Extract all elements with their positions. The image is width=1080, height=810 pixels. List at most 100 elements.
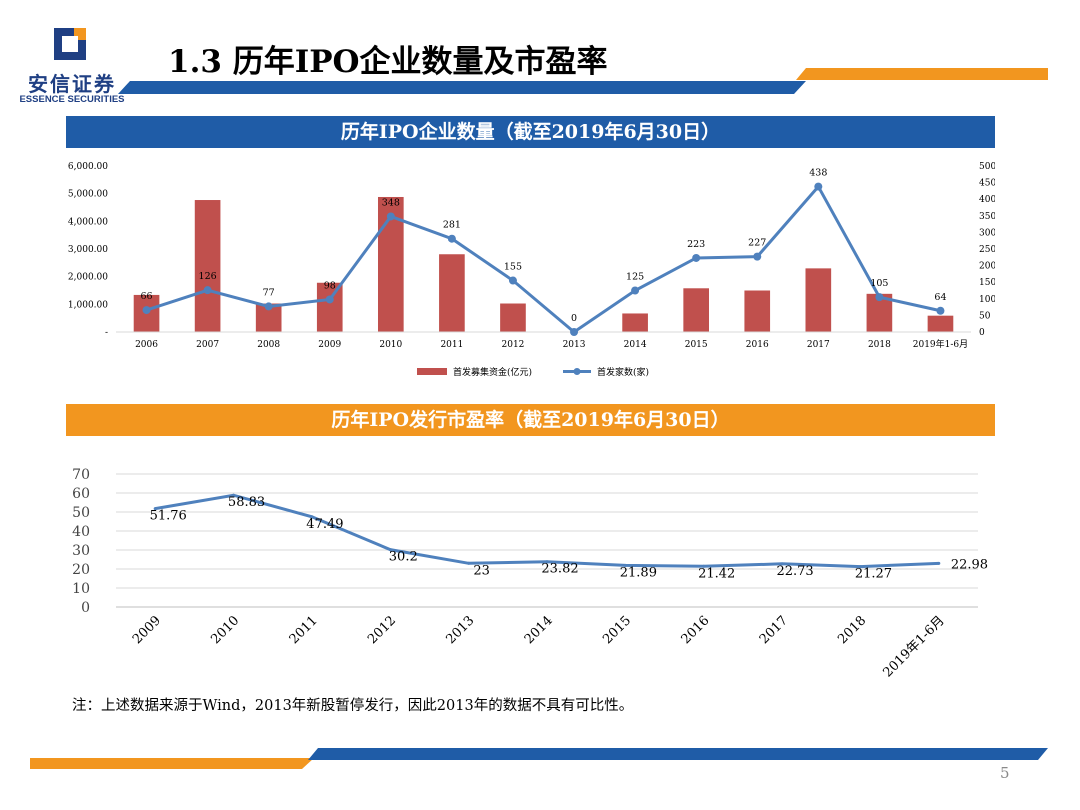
pe-ratio-point xyxy=(545,560,549,564)
ipo-count-data-label: 0 xyxy=(571,313,577,324)
x-tick-label: 2014 xyxy=(624,340,647,350)
pe-ratio-point xyxy=(937,561,941,565)
y-right-tick-label: 350 xyxy=(979,212,995,222)
x-tick-label: 2011 xyxy=(440,340,463,350)
pe-ratio-data-label: 23 xyxy=(473,563,490,578)
pe-ratio-data-label: 47.49 xyxy=(306,517,343,532)
logo-name-en: ESSENCE SECURITIES xyxy=(19,94,125,105)
fundraising-bar xyxy=(927,315,954,332)
pe-ratio-point xyxy=(310,515,314,519)
x-tick-label: 2016 xyxy=(679,613,713,647)
x-tick-label: 2016 xyxy=(746,340,769,350)
chart2-title-banner: 历年IPO发行市盈率（截至2019年6月30日） xyxy=(66,404,995,436)
x-tick-label: 2013 xyxy=(563,340,586,350)
ipo-count-data-label: 281 xyxy=(443,220,461,231)
x-tick-label: 2015 xyxy=(685,340,708,350)
fundraising-bar xyxy=(316,282,343,332)
ipo-count-chart: - 1,000.00 2,000.00 3,000.00 4,000.00 5,000.0… xyxy=(68,162,995,378)
pe-ratio-point xyxy=(858,565,862,569)
y-tick-label: 0 xyxy=(81,600,90,616)
pe-ratio-point xyxy=(780,562,784,566)
y-tick-label: 60 xyxy=(72,486,90,502)
fundraising-bar xyxy=(683,288,710,332)
ipo-count-point xyxy=(570,328,579,336)
ipo-count-data-label: 227 xyxy=(748,238,766,249)
pe-ratio-point xyxy=(388,548,392,552)
y-right-tick-label: 50 xyxy=(979,311,991,321)
ipo-count-point xyxy=(142,306,151,315)
pe-ratio-data-label: 30.2 xyxy=(389,550,418,565)
ipo-count-data-label: 155 xyxy=(504,262,522,273)
page-number: 5 xyxy=(1000,764,1010,782)
ipo-count-data-label: 438 xyxy=(809,168,827,179)
pe-ratio-point xyxy=(702,564,706,568)
ipo-count-data-label: 66 xyxy=(140,291,152,302)
y-tick-label: 20 xyxy=(72,562,90,578)
y-left-tick-label: 1,000.00 xyxy=(68,300,108,310)
header-orange-stripe xyxy=(796,68,1048,80)
ipo-count-data-label: 126 xyxy=(199,271,217,282)
fundraising-bar xyxy=(622,313,648,332)
fundraising-bar xyxy=(500,303,526,332)
x-tick-label: 2007 xyxy=(196,340,219,350)
pe-ratio-point xyxy=(153,507,157,511)
fundraising-bar xyxy=(439,254,465,332)
pe-ratio-point xyxy=(623,563,627,567)
y-left-tick-label: 6,000.00 xyxy=(68,162,108,172)
y-right-tick-label: 500 xyxy=(979,162,995,172)
y-right-tick-label: 300 xyxy=(979,228,995,238)
legend-bar-swatch xyxy=(417,368,447,375)
y-tick-label: 30 xyxy=(72,543,90,559)
pe-ratio-data-label: 21.42 xyxy=(698,566,735,581)
x-tick-label: 2008 xyxy=(257,340,280,350)
y-left-tick-label: 2,000.00 xyxy=(68,273,108,283)
ipo-count-data-label: 223 xyxy=(687,239,705,250)
y-right-tick-label: 200 xyxy=(979,262,995,272)
ipo-count-point xyxy=(631,286,640,295)
x-tick-label: 2006 xyxy=(135,340,158,350)
page-title: 1.3 历年IPO企业数量及市盈率 xyxy=(168,44,608,80)
x-tick-label: 2015 xyxy=(600,613,634,647)
x-tick-label: 2018 xyxy=(835,613,869,647)
ipo-count-point xyxy=(508,276,517,285)
pe-ratio-data-label: 21.89 xyxy=(620,565,657,580)
y-left-tick-label: 3,000.00 xyxy=(68,245,108,255)
x-tick-label: 2017 xyxy=(757,613,791,647)
x-tick-label: 2019年1-6月 xyxy=(913,338,968,350)
y-right-tick-label: 100 xyxy=(979,295,995,305)
logo-name-cn: 安信证券 xyxy=(28,72,116,96)
pe-ratio-data-label: 51.76 xyxy=(150,509,187,524)
x-tick-label: 2013 xyxy=(443,613,477,647)
ipo-count-point xyxy=(814,182,823,191)
x-tick-label: 2018 xyxy=(868,340,891,350)
y-right-tick-label: 450 xyxy=(979,179,995,189)
ipo-count-point xyxy=(875,293,884,302)
x-tick-label: 2011 xyxy=(287,613,321,647)
pe-ratio-data-label: 23.82 xyxy=(541,562,578,577)
chart1-title-banner: 历年IPO企业数量（截至2019年6月30日） xyxy=(66,116,995,148)
ipo-count-point xyxy=(264,302,273,311)
x-tick-label: 2010 xyxy=(208,613,242,647)
fundraising-bar xyxy=(194,200,221,332)
footer-orange-stripe xyxy=(30,758,314,769)
ipo-count-point xyxy=(692,253,701,262)
pe-ratio-data-label: 21.27 xyxy=(855,567,892,582)
x-tick-label: 2014 xyxy=(522,613,556,647)
fundraising-bar xyxy=(744,290,771,332)
legend-line-label: 首发家数(家) xyxy=(597,366,649,378)
ipo-count-data-label: 98 xyxy=(324,280,336,291)
legend-bar-label: 首发募集资金(亿元) xyxy=(453,366,532,378)
logo-mark-icon xyxy=(54,28,86,60)
y-tick-label: 10 xyxy=(72,581,90,597)
y-right-tick-label: 400 xyxy=(979,195,995,205)
ipo-count-data-label: 125 xyxy=(626,272,644,283)
x-tick-label: 2017 xyxy=(807,340,830,350)
y-left-tick-label: 4,000.00 xyxy=(68,217,108,227)
x-tick-label: 2012 xyxy=(365,613,399,647)
x-tick-label: 2009 xyxy=(130,613,164,647)
y-right-tick-label: 150 xyxy=(979,278,995,288)
y-tick-label: 40 xyxy=(72,524,90,540)
pe-ratio-data-label: 22.73 xyxy=(776,564,813,579)
ipo-count-point xyxy=(386,212,395,221)
ipo-pe-chart: 0 10 20 30 40 50 60 70 51.76 58.83 47.49 30.2 23 23.8… xyxy=(72,467,988,680)
